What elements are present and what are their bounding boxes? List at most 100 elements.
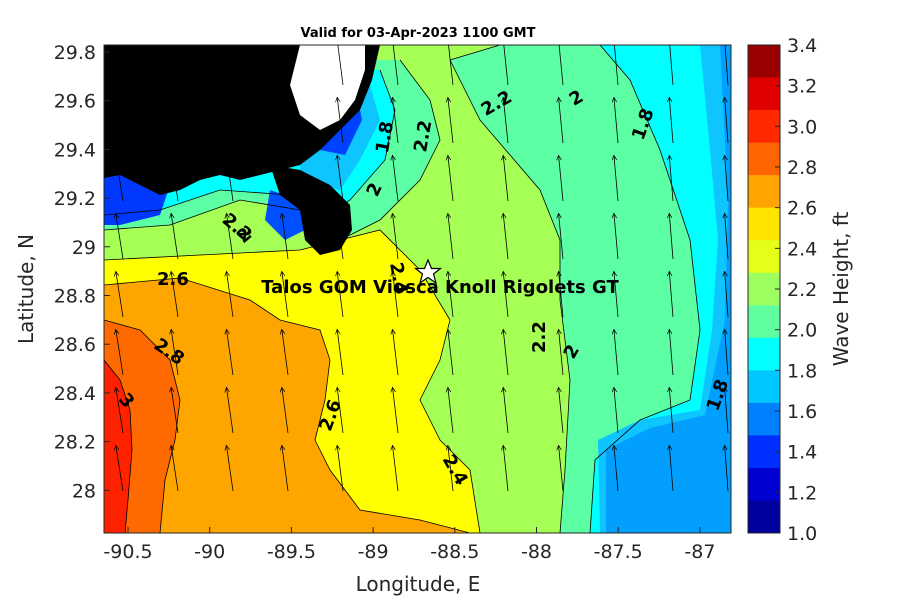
colorbar-band bbox=[748, 370, 780, 404]
colorbar-tick-label: 2.6 bbox=[787, 198, 817, 220]
direction-arrow bbox=[669, 97, 674, 144]
direction-arrow bbox=[448, 155, 454, 202]
direction-arrow bbox=[337, 271, 344, 318]
colorbar-tick-label: 2.4 bbox=[787, 238, 817, 260]
colorbar-band bbox=[748, 467, 780, 501]
direction-arrow bbox=[337, 387, 344, 434]
y-tick-label: 28.2 bbox=[54, 432, 96, 454]
y-tick-label: 28 bbox=[72, 480, 96, 502]
y-tick-label: 29.4 bbox=[54, 139, 96, 161]
star-icon[interactable] bbox=[413, 258, 443, 285]
direction-arrow bbox=[725, 97, 729, 144]
colorbar-tick-label: 3.2 bbox=[787, 76, 817, 98]
direction-arrow bbox=[393, 445, 399, 492]
direction-arrow bbox=[337, 213, 344, 260]
direction-arrow bbox=[614, 213, 619, 260]
direction-arrow bbox=[724, 45, 729, 86]
land-peninsula bbox=[270, 165, 352, 255]
direction-arrow bbox=[448, 213, 454, 260]
direction-arrow bbox=[337, 155, 344, 202]
direction-arrow bbox=[337, 45, 344, 86]
colorbar-band bbox=[748, 175, 780, 209]
direction-arrow bbox=[503, 329, 509, 376]
y-tick-label: 28.8 bbox=[54, 286, 96, 308]
direction-arrow bbox=[503, 155, 509, 202]
colorbar-band bbox=[748, 207, 780, 241]
direction-arrow bbox=[282, 329, 289, 376]
direction-arrow bbox=[337, 97, 344, 144]
colorbar-tick-label: 3.0 bbox=[787, 116, 817, 138]
direction-arrow bbox=[448, 329, 454, 376]
direction-arrow bbox=[448, 97, 454, 144]
direction-arrow bbox=[393, 271, 399, 318]
band-2.0-2.2 bbox=[450, 45, 731, 533]
direction-arrow bbox=[282, 155, 289, 202]
direction-arrow bbox=[559, 213, 564, 260]
x-tick-label: -90 bbox=[194, 541, 225, 563]
direction-arrow bbox=[226, 445, 234, 492]
direction-arrow bbox=[503, 45, 509, 86]
direction-arrow bbox=[614, 155, 619, 202]
direction-arrow bbox=[226, 97, 234, 144]
direction-arrow bbox=[725, 445, 729, 492]
direction-arrow bbox=[614, 271, 619, 318]
direction-arrow bbox=[503, 213, 509, 260]
y-tick-label: 28.6 bbox=[54, 334, 96, 356]
x-tick-label: -88.5 bbox=[430, 541, 479, 563]
colorbar-band bbox=[748, 402, 780, 436]
direction-arrow bbox=[226, 45, 234, 86]
colorbar-tick-label: 2.2 bbox=[787, 279, 817, 301]
direction-arrow bbox=[171, 45, 179, 86]
direction-arrow bbox=[448, 445, 454, 492]
x-tick-label: -88 bbox=[521, 541, 552, 563]
direction-arrow bbox=[725, 155, 729, 202]
colorbar-tick-label: 1.6 bbox=[787, 401, 817, 423]
y-tick-label: 28.4 bbox=[54, 383, 96, 405]
colorbar-tick-label: 1.0 bbox=[787, 523, 817, 545]
direction-arrow bbox=[392, 45, 399, 86]
direction-arrow bbox=[559, 97, 564, 144]
y-tick-label: 29.6 bbox=[54, 91, 96, 113]
direction-arrow bbox=[226, 271, 234, 318]
direction-arrow bbox=[116, 445, 124, 492]
direction-arrow bbox=[614, 97, 619, 144]
direction-arrow bbox=[116, 271, 124, 318]
direction-arrow bbox=[282, 445, 289, 492]
plot-frame bbox=[103, 44, 732, 534]
direction-arrow bbox=[558, 45, 564, 86]
x-axis-label: Longitude, E bbox=[356, 572, 481, 596]
direction-arrow bbox=[116, 329, 124, 376]
colorbar-tick-label: 3.4 bbox=[787, 35, 817, 57]
direction-arrow bbox=[614, 387, 619, 434]
colorbar-band bbox=[748, 500, 780, 534]
direction-arrow bbox=[282, 45, 289, 86]
direction-arrow bbox=[393, 213, 399, 260]
direction-arrow bbox=[669, 329, 674, 376]
direction-arrow bbox=[393, 97, 399, 144]
direction-arrow bbox=[559, 445, 564, 492]
direction-arrow bbox=[669, 271, 674, 318]
direction-arrow bbox=[448, 387, 454, 434]
x-tick-label: -89 bbox=[358, 541, 389, 563]
direction-arrow bbox=[116, 45, 124, 86]
colorbar-band bbox=[748, 272, 780, 306]
colorbar-tick-label: 2.0 bbox=[787, 320, 817, 342]
direction-arrow bbox=[669, 155, 674, 202]
direction-arrow bbox=[614, 329, 619, 376]
direction-arrow bbox=[669, 387, 674, 434]
direction-arrow bbox=[337, 329, 344, 376]
band-1.6-1.8 bbox=[598, 45, 731, 533]
y-tick-label: 29.8 bbox=[54, 42, 96, 64]
direction-arrow bbox=[725, 387, 729, 434]
direction-arrow bbox=[725, 271, 729, 318]
lake bbox=[290, 45, 365, 130]
direction-arrow bbox=[725, 329, 729, 376]
direction-arrow bbox=[171, 329, 179, 376]
colorbar-band bbox=[748, 110, 780, 144]
station-label: Talos GOM Viosca Knoll Rigolets GT bbox=[261, 277, 619, 298]
colorbar-band bbox=[748, 77, 780, 111]
direction-arrow bbox=[116, 213, 124, 260]
direction-arrow bbox=[669, 45, 674, 86]
direction-arrow bbox=[226, 387, 234, 434]
